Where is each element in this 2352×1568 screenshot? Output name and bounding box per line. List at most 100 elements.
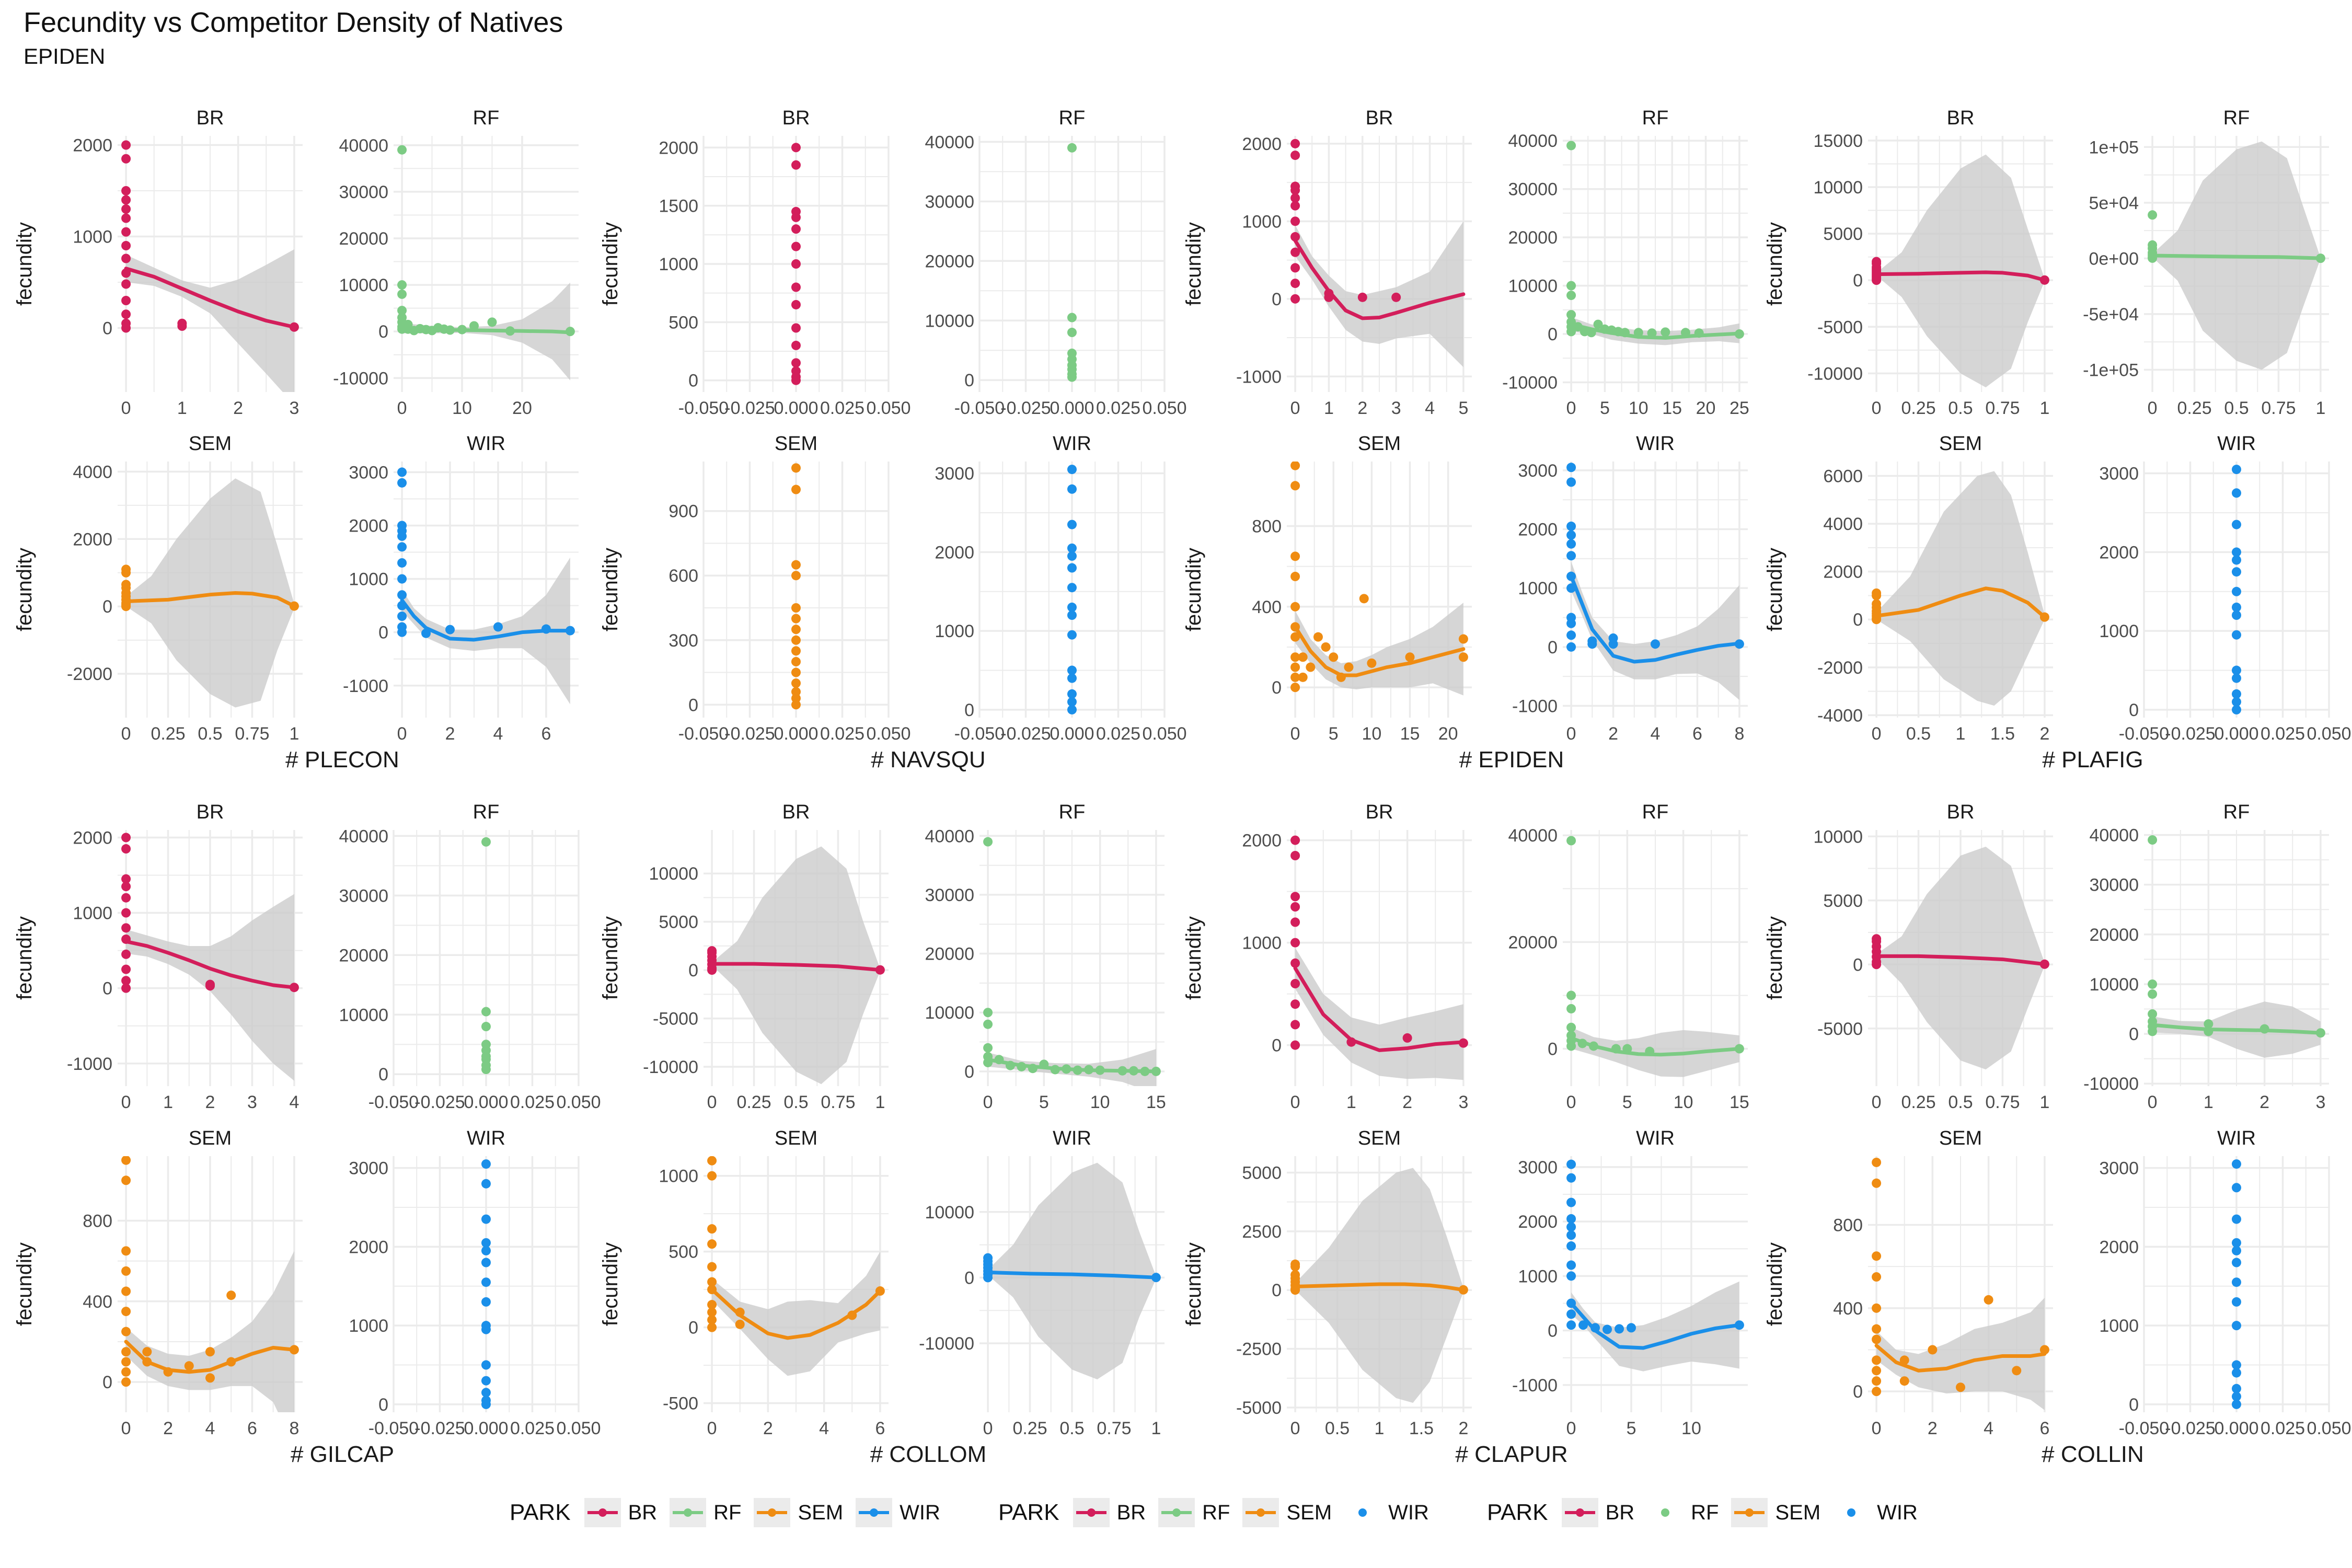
y-tick-label: 2000 [659, 138, 698, 158]
data-point [2232, 689, 2241, 699]
y-tick-label: -1000 [1512, 696, 1558, 716]
facet-panel: SEM 0 2 4 6 0 400 800 fecundity [1763, 1127, 2053, 1438]
x-tick-label: 1.5 [1409, 1419, 1434, 1438]
y-tick-label: 20000 [1508, 932, 1558, 952]
x-tick-label: -0.025 [2165, 724, 2215, 744]
facet-strip-label: BR [197, 107, 224, 129]
facet-panel: WIR 0 0.25 0.5 0.75 1 -10000 0 10000 [919, 1127, 1165, 1438]
y-tick-label: 1000 [1518, 579, 1558, 598]
confidence-band [1295, 603, 1463, 696]
y-tick-label: 0 [378, 322, 388, 342]
y-tick-label: 40000 [2089, 826, 2139, 846]
x-tick-label: 0 [121, 724, 131, 744]
x-tick-label: 2 [445, 724, 455, 744]
data-point [121, 140, 131, 150]
x-tick-label: 0.25 [151, 724, 185, 744]
data-point [205, 981, 215, 991]
facet-strip-label: WIR [1636, 433, 1675, 455]
panel-plot-area [1290, 1168, 1468, 1403]
data-point [121, 241, 131, 250]
panel-plot-area [1566, 836, 1744, 1077]
data-point [1405, 652, 1415, 662]
x-tick-label: 0.000 [1050, 724, 1094, 744]
y-tick-label: 0 [1548, 638, 1558, 658]
x-tick-label: 0.5 [1059, 1419, 1084, 1438]
x-axis-title: # CLAPUR [1455, 1442, 1567, 1467]
panel-plot-area [1872, 1157, 2049, 1411]
data-point [1566, 1173, 1576, 1183]
data-point [707, 1262, 717, 1272]
x-tick-label: -0.050 [2119, 1419, 2169, 1438]
data-point [397, 145, 407, 155]
data-point [1872, 1376, 1882, 1386]
data-point [1391, 292, 1401, 302]
x-tick-label: 0.000 [1050, 398, 1094, 418]
y-tick-label: -1000 [1236, 367, 1282, 387]
data-point [121, 204, 131, 214]
x-tick-label: 0 [121, 1092, 131, 1112]
facet-panel: WIR 0 2 4 6 8 -1000 0 1000 2000 3000 [1512, 433, 1748, 744]
legend-item: WIR [856, 1498, 940, 1527]
x-tick-label: 0.75 [1985, 398, 2020, 418]
data-point [1067, 665, 1077, 675]
y-axis-title: fecundity [1182, 916, 1205, 1000]
y-tick-label: -1000 [1512, 1376, 1558, 1396]
data-point [121, 309, 131, 319]
x-tick-label: 2 [1928, 1419, 1938, 1438]
data-point [2232, 465, 2241, 475]
panel-plot-area [121, 140, 299, 392]
y-tick-label: -1000 [67, 1054, 112, 1074]
x-tick-label: 0.25 [2177, 398, 2211, 418]
data-point [707, 1300, 717, 1310]
legend-key [670, 1498, 707, 1527]
data-point [2232, 1368, 2241, 1378]
data-point [791, 687, 801, 697]
facet-group: BR0 0.25 0.5 0.75 1-10000-50000500010000fecu… [599, 801, 1166, 1467]
data-point [121, 976, 131, 986]
y-tick-label: 0 [1272, 290, 1282, 309]
y-tick-label: 2000 [1242, 831, 1282, 851]
y-tick-label: 0 [1548, 1040, 1558, 1059]
data-point [1602, 1324, 1612, 1334]
panel-grid [1563, 1156, 1748, 1412]
data-point [1872, 1272, 1882, 1282]
panel-plot-area [2232, 1159, 2241, 1409]
x-tick-label: 0.025 [2261, 1419, 2305, 1438]
y-tick-label: -5000 [1817, 1019, 1863, 1039]
y-tick-label: 30000 [339, 886, 388, 906]
x-tick-label: 0.5 [1948, 1092, 1973, 1112]
data-point [2232, 586, 2241, 596]
facet-strip-label: RF [1642, 801, 1669, 823]
data-point [121, 844, 131, 854]
y-tick-label: 3000 [2099, 464, 2139, 484]
x-tick-label: 0.000 [774, 724, 818, 744]
data-point [2232, 1246, 2241, 1255]
data-point [1647, 328, 1657, 338]
data-point [1067, 673, 1077, 683]
y-tick-label: 20000 [925, 944, 974, 964]
x-tick-label: 1 [177, 398, 187, 418]
data-point [1566, 530, 1576, 540]
panel-plot-area [791, 143, 801, 385]
smooth-fit-line [1293, 966, 1466, 1052]
data-point [205, 1373, 215, 1383]
y-tick-label: 0 [102, 319, 112, 339]
y-tick-label: 20000 [339, 229, 388, 249]
legend-title: PARK [1487, 1500, 1548, 1525]
x-tick-label: 0.025 [2261, 724, 2305, 744]
y-tick-label: 0 [688, 371, 698, 391]
legend-key [754, 1498, 791, 1527]
data-point [791, 485, 801, 494]
x-tick-label: 3 [1391, 398, 1401, 418]
x-axis-title: # NAVSQU [871, 747, 985, 773]
data-point [1290, 232, 1300, 242]
data-point [397, 478, 407, 488]
facet-strip-label: SEM [775, 433, 817, 455]
smooth-fit-line [124, 267, 296, 329]
legend-label: SEM [1775, 1501, 1821, 1524]
facet-strip-label: RF [1059, 107, 1086, 129]
y-axis-title: fecundity [599, 916, 622, 1000]
smooth-fit-line [1874, 586, 2047, 619]
panel-plot-area [121, 833, 299, 1081]
